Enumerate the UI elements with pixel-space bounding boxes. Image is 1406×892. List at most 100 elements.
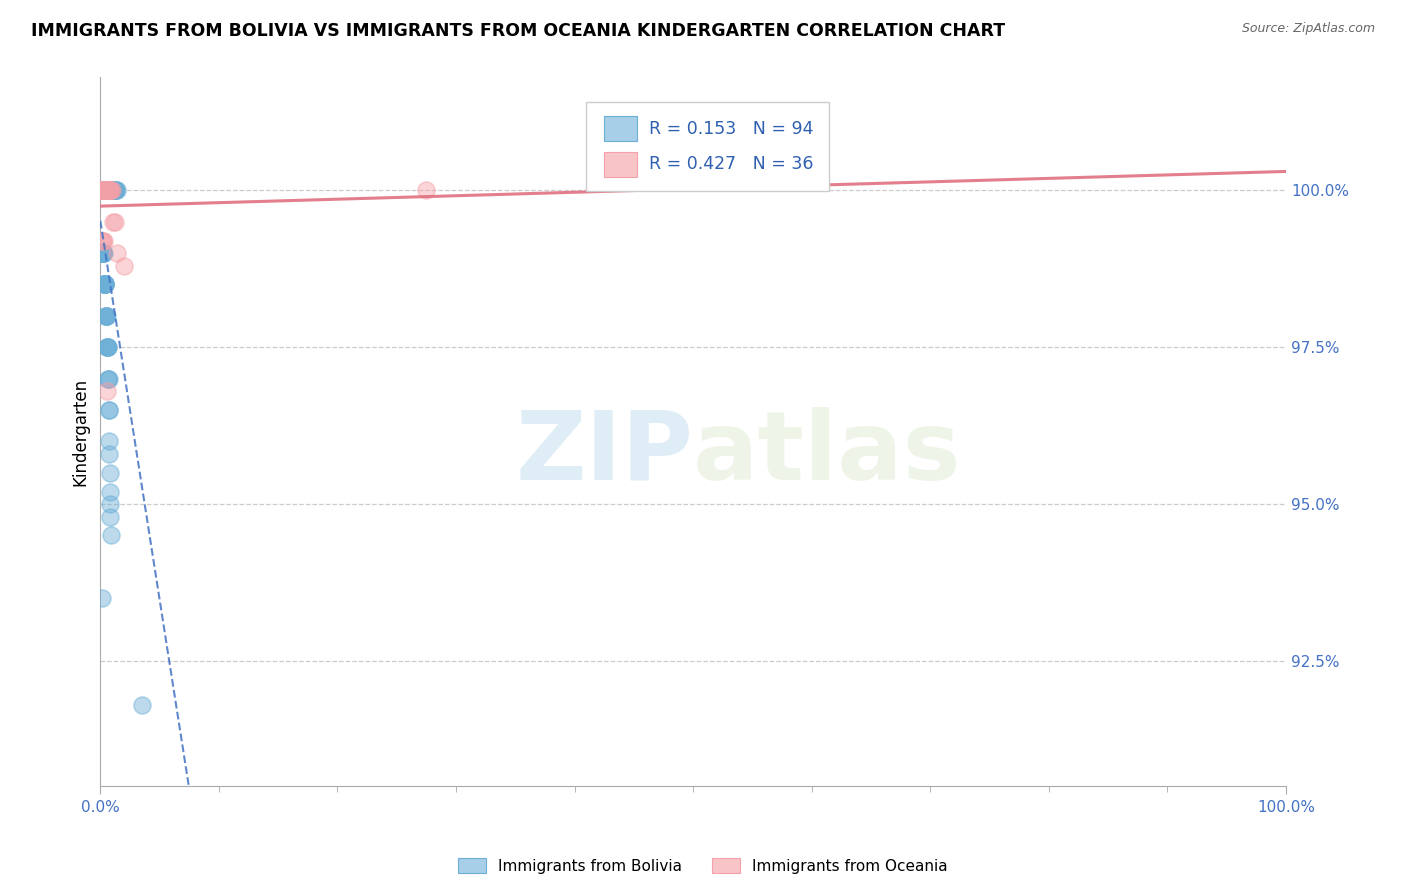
Point: [91, 183, 114, 197]
Point: [90, 246, 112, 260]
Text: R = 0.427   N = 36: R = 0.427 N = 36: [650, 155, 814, 174]
Point: [103, 183, 125, 197]
Point: [94, 183, 117, 197]
Point: [96, 183, 118, 197]
Point: [93, 277, 115, 292]
Point: [93, 183, 115, 197]
Y-axis label: Kindergarten: Kindergarten: [72, 378, 89, 486]
Point: [101, 183, 124, 197]
Point: [96, 183, 118, 197]
Point: [91, 246, 114, 260]
Point: [97, 371, 120, 385]
Point: [91, 246, 114, 260]
Point: [97, 403, 120, 417]
Point: [91, 183, 114, 197]
Text: IMMIGRANTS FROM BOLIVIA VS IMMIGRANTS FROM OCEANIA KINDERGARTEN CORRELATION CHAR: IMMIGRANTS FROM BOLIVIA VS IMMIGRANTS FR…: [31, 22, 1005, 40]
Point: [91, 246, 114, 260]
Point: [90, 183, 112, 197]
Point: [90, 183, 112, 197]
Point: [93, 183, 115, 197]
Point: [98, 183, 121, 197]
Point: [96, 183, 118, 197]
Point: [91, 246, 114, 260]
Point: [96, 183, 118, 197]
Point: [131, 698, 153, 712]
Point: [90, 183, 112, 197]
Point: [98, 497, 121, 511]
Point: [98, 403, 121, 417]
Point: [101, 183, 124, 197]
Text: Source: ZipAtlas.com: Source: ZipAtlas.com: [1241, 22, 1375, 36]
Point: [91, 183, 114, 197]
Point: [91, 183, 114, 197]
Point: [103, 183, 125, 197]
Point: [90, 246, 112, 260]
Point: [94, 183, 117, 197]
Point: [91, 234, 114, 248]
Point: [94, 183, 117, 197]
Point: [91, 246, 114, 260]
Point: [415, 183, 437, 197]
Point: [94, 183, 117, 197]
Point: [91, 183, 114, 197]
Point: [97, 183, 120, 197]
Point: [105, 183, 128, 197]
Point: [94, 183, 117, 197]
Point: [94, 309, 117, 323]
Point: [90, 183, 112, 197]
Point: [97, 371, 120, 385]
Point: [97, 183, 120, 197]
Point: [94, 277, 117, 292]
Point: [97, 183, 120, 197]
Point: [97, 340, 120, 354]
Point: [100, 183, 122, 197]
Point: [90, 183, 112, 197]
Point: [90, 183, 112, 197]
Point: [96, 309, 118, 323]
Point: [98, 466, 121, 480]
Point: [93, 183, 115, 197]
Text: atlas: atlas: [693, 407, 962, 500]
Point: [96, 309, 118, 323]
Point: [93, 183, 115, 197]
Text: R = 0.153   N = 94: R = 0.153 N = 94: [650, 120, 814, 137]
Point: [103, 183, 125, 197]
Point: [91, 183, 114, 197]
Point: [90, 246, 112, 260]
Point: [97, 183, 120, 197]
Point: [100, 183, 122, 197]
Point: [93, 183, 115, 197]
Point: [98, 183, 121, 197]
Point: [91, 183, 114, 197]
Point: [91, 246, 114, 260]
Point: [103, 215, 125, 229]
Point: [93, 183, 115, 197]
Point: [100, 183, 122, 197]
Point: [94, 183, 117, 197]
Legend: Immigrants from Bolivia, Immigrants from Oceania: Immigrants from Bolivia, Immigrants from…: [453, 852, 953, 880]
Point: [90, 246, 112, 260]
Point: [104, 183, 127, 197]
Point: [91, 183, 114, 197]
Point: [93, 246, 115, 260]
Point: [90, 183, 112, 197]
Point: [93, 277, 115, 292]
Point: [94, 183, 117, 197]
Point: [90, 591, 112, 606]
Point: [93, 277, 115, 292]
Point: [96, 384, 118, 398]
Point: [97, 371, 120, 385]
Point: [94, 183, 117, 197]
Point: [98, 447, 121, 461]
Point: [93, 277, 115, 292]
Point: [90, 183, 112, 197]
Point: [91, 183, 114, 197]
Point: [90, 246, 112, 260]
Point: [93, 183, 115, 197]
Point: [93, 277, 115, 292]
Point: [97, 340, 120, 354]
FancyBboxPatch shape: [605, 152, 637, 178]
Point: [90, 183, 112, 197]
Point: [100, 183, 122, 197]
Point: [96, 340, 118, 354]
